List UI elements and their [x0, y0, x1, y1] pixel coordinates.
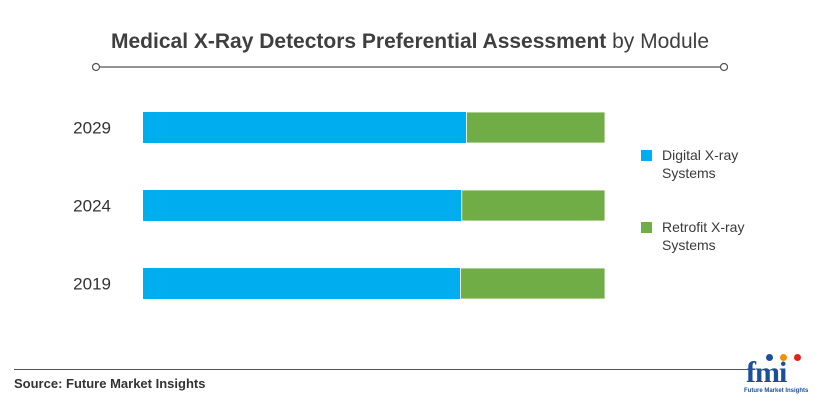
y-tick-label: 2024 — [73, 197, 111, 216]
logo-dot-red — [794, 354, 801, 361]
y-tick-label: 2019 — [73, 275, 111, 294]
bar-segment-digital-2019 — [143, 268, 461, 299]
bar-segment-retrofit-2019 — [459, 267, 606, 300]
y-tick-label: 2029 — [73, 119, 111, 138]
bar-segment-digital-2024 — [143, 190, 462, 221]
footer-divider — [14, 369, 746, 370]
legend-swatch-retrofit — [641, 222, 652, 233]
legend-label-digital: Digital X-ray Systems — [662, 147, 739, 181]
legend-label-retrofit: Retrofit X-ray Systems — [662, 219, 745, 253]
chart-title-main: Medical X-Ray Detectors Preferential Ass… — [111, 30, 607, 53]
logo-dot-orange — [780, 354, 787, 361]
legend-item-retrofit: Retrofit X-ray Systems — [641, 218, 811, 254]
bar-segment-retrofit-2029 — [465, 111, 606, 144]
logo-wordmark: fmi — [746, 356, 787, 389]
chart-title-suffix: by Module — [612, 30, 709, 53]
bar-segment-digital-2029 — [143, 112, 467, 143]
legend-swatch-digital — [641, 150, 652, 161]
chart-legend: Digital X-ray Systems Retrofit X-ray Sys… — [641, 146, 811, 290]
title-underline — [92, 62, 728, 72]
chart-title: Medical X-Ray Detectors Preferential Ass… — [0, 30, 820, 54]
legend-item-digital: Digital X-ray Systems — [641, 146, 811, 182]
source-note: Source: Future Market Insights — [14, 376, 205, 391]
source-label: Source: — [14, 376, 63, 391]
logo-tagline: Future Market Insights — [744, 388, 809, 394]
stacked-bar-chart: 2029 2024 2019 — [73, 111, 606, 300]
bar-segment-retrofit-2024 — [461, 189, 606, 222]
logo-dot-blue — [766, 354, 773, 361]
fmi-logo: fmi Future Market Insights — [744, 352, 812, 398]
source-text: Future Market Insights — [66, 376, 206, 391]
